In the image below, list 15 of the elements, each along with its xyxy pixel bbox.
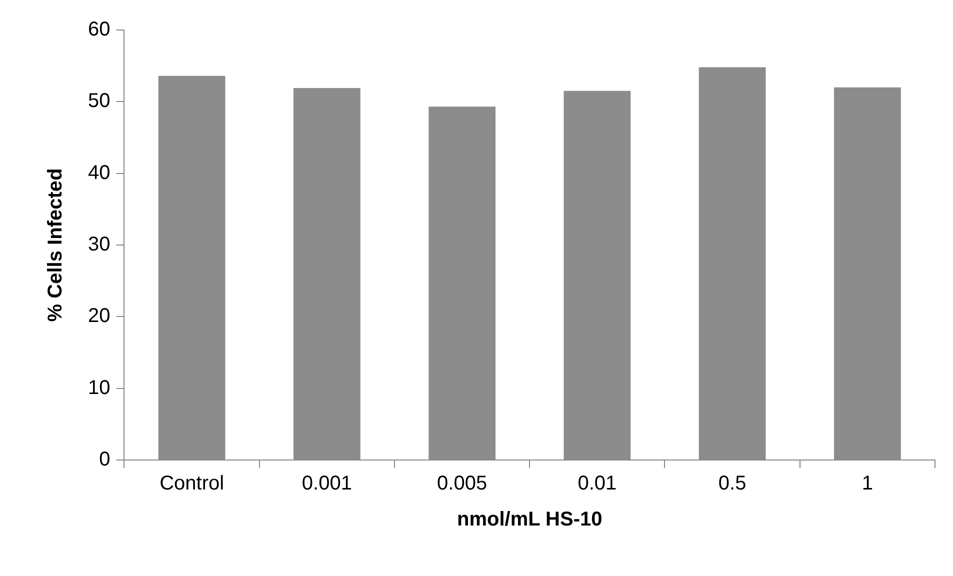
x-tick-label: 0.001 xyxy=(302,472,352,495)
y-tick-label: 60 xyxy=(88,18,110,41)
y-axis-title: % Cells Infected xyxy=(44,168,67,322)
x-tick-label: 0.005 xyxy=(437,472,488,495)
x-tick-label: 1 xyxy=(862,472,873,495)
y-tick-label: 50 xyxy=(88,90,110,112)
x-tick-label: 0.5 xyxy=(718,472,746,495)
x-tick-label: Control xyxy=(160,472,224,495)
x-tick-label: 0.01 xyxy=(578,472,617,495)
x-axis-title: nmol/mL HS-10 xyxy=(457,508,602,531)
y-tick-label: 40 xyxy=(88,162,110,184)
y-tick-label: 0 xyxy=(99,448,110,471)
y-tick-label: 10 xyxy=(88,376,110,399)
y-tick-label: 30 xyxy=(88,234,110,256)
y-tick-label: 20 xyxy=(88,305,110,328)
